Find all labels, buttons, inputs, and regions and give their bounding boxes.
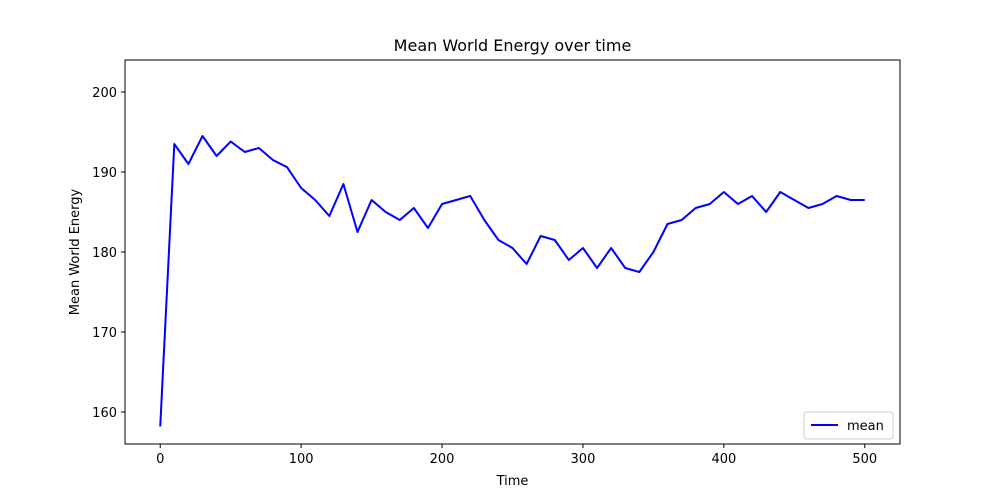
y-tick-label: 160 xyxy=(92,406,117,421)
x-tick-label: 100 xyxy=(289,452,314,467)
x-tick-label: 0 xyxy=(156,452,164,467)
x-tick-label: 200 xyxy=(430,452,455,467)
x-tick-label: 500 xyxy=(852,452,877,467)
y-tick-label: 180 xyxy=(92,246,117,261)
x-tick-label: 300 xyxy=(571,452,596,467)
y-axis-label: Mean World Energy xyxy=(68,188,83,315)
y-tick-label: 190 xyxy=(92,166,117,181)
chart-title: Mean World Energy over time xyxy=(394,36,632,55)
legend-label-mean: mean xyxy=(847,419,884,434)
legend: mean xyxy=(803,411,894,440)
y-axis-ticks: 160 170 180 190 200 xyxy=(92,86,125,421)
legend-box xyxy=(803,411,894,440)
x-axis-label: Time xyxy=(496,474,529,489)
y-tick-label: 200 xyxy=(92,86,117,101)
x-tick-label: 400 xyxy=(711,452,736,467)
y-tick-label: 170 xyxy=(92,326,117,341)
series-line-mean xyxy=(159,135,865,427)
x-axis-ticks: 0 100 200 300 400 500 xyxy=(156,444,877,467)
plot-area: 0 100 200 300 400 500 160 170 180 190 200 xyxy=(92,59,901,467)
series-lines xyxy=(159,135,865,427)
